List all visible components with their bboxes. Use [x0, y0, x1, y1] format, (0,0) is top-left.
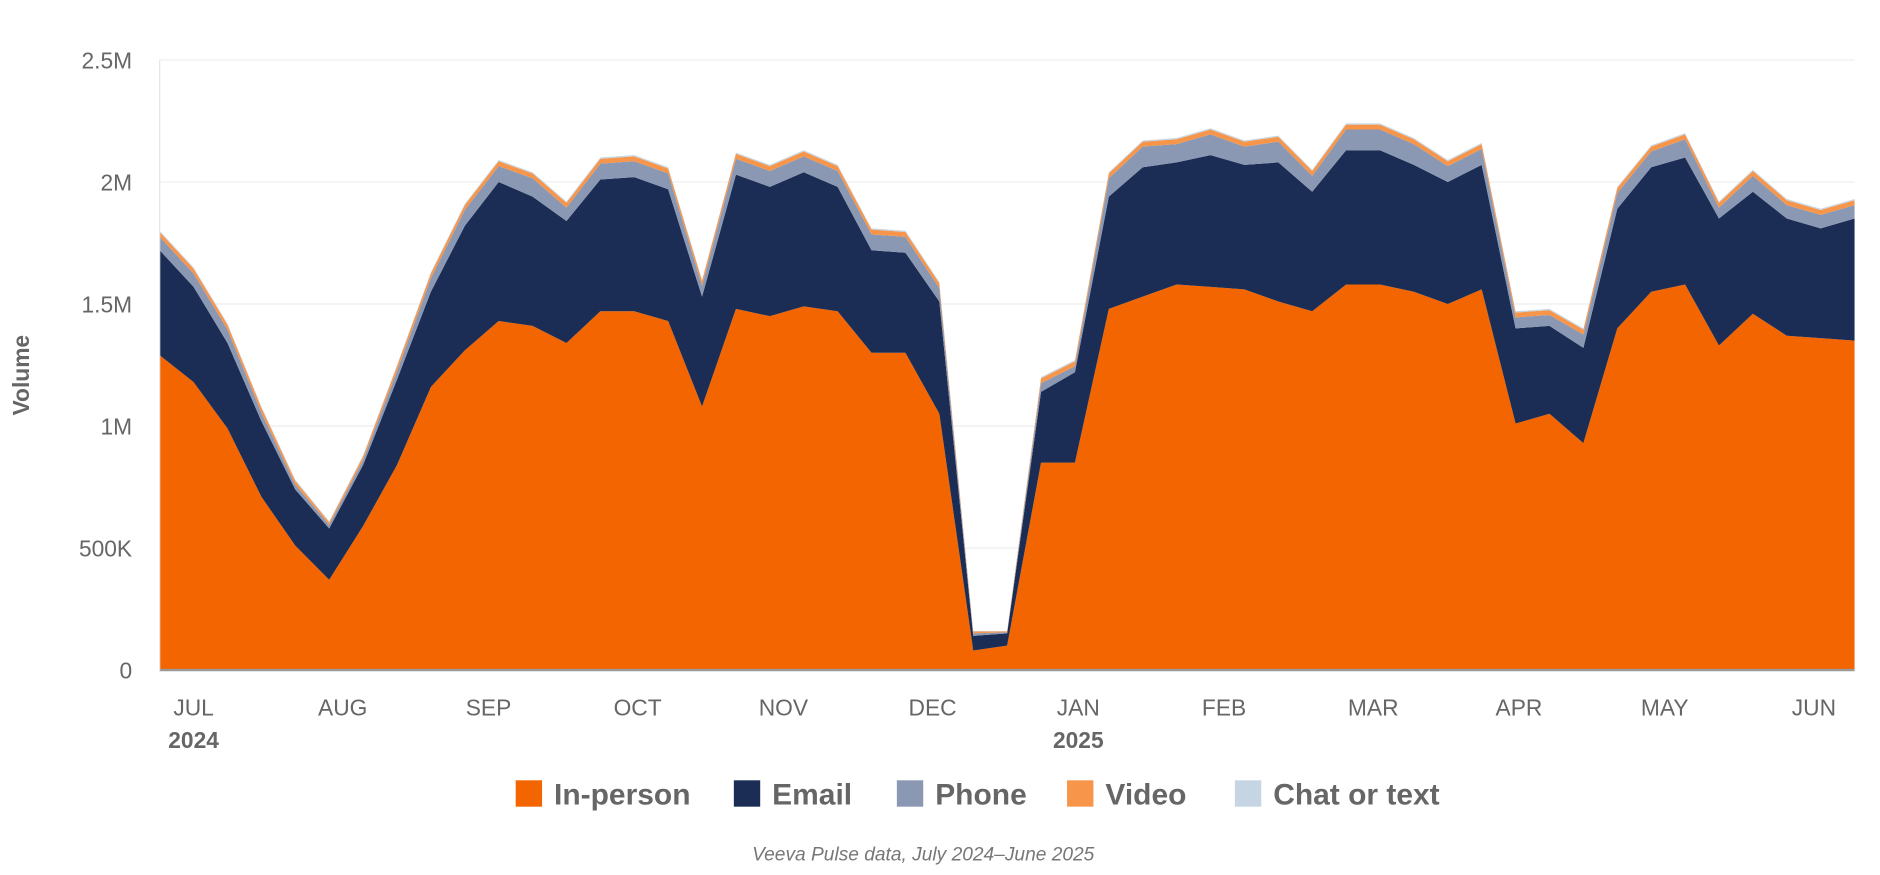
- x-year-label: 2025: [1053, 727, 1104, 753]
- legend-item-in-person[interactable]: In-person: [515, 778, 691, 811]
- y-axis-label: Volume: [8, 335, 34, 416]
- legend-label: In-person: [554, 778, 690, 811]
- legend-item-phone[interactable]: Phone: [896, 778, 1027, 811]
- area-in-person: [159, 284, 1855, 671]
- area-email: [159, 150, 1855, 651]
- x-tick-label: OCT: [614, 695, 662, 721]
- legend: In-person Email Phone Video Chat or text: [515, 778, 1440, 811]
- legend-label: Phone: [935, 778, 1027, 811]
- y-tick-label: 2.5M: [81, 47, 132, 73]
- source-note: Veeva Pulse data, July 2024–June 2025: [752, 845, 1095, 866]
- y-tick-label: 500K: [79, 535, 132, 561]
- x-tick-label: JAN: [1057, 695, 1100, 721]
- legend-swatch: [1067, 780, 1094, 807]
- legend-label: Chat or text: [1273, 778, 1439, 811]
- legend-item-video[interactable]: Video: [1067, 778, 1186, 811]
- legend-label: Email: [772, 778, 852, 811]
- legend-item-chat-or-text[interactable]: Chat or text: [1234, 778, 1440, 811]
- x-tick-labels: JUL 2024 AUG SEP OCT NOV DEC JAN 2025 FEB MAR APR MA…: [168, 695, 1836, 753]
- legend-label: Video: [1105, 778, 1186, 811]
- legend-item-email[interactable]: Email: [733, 778, 852, 811]
- legend-swatch: [1234, 780, 1262, 807]
- x-tick-label: DEC: [909, 695, 957, 721]
- legend-swatch: [896, 780, 924, 807]
- x-tick-label: MAY: [1641, 695, 1689, 721]
- x-tick-label: NOV: [759, 695, 809, 721]
- y-tick-labels: 0 500K 1M 1.5M 2M 2.5M: [79, 47, 132, 683]
- x-tick-label: JUN: [1792, 695, 1836, 721]
- x-tick-label: MAR: [1348, 695, 1399, 721]
- x-tick-label: SEP: [466, 695, 512, 721]
- y-tick-label: 0: [119, 657, 132, 683]
- x-tick-label: JUL: [173, 695, 214, 721]
- legend-swatch: [515, 780, 543, 807]
- x-tick-label: AUG: [318, 695, 367, 721]
- x-tick-label: FEB: [1202, 695, 1246, 721]
- y-tick-label: 1.5M: [81, 291, 132, 317]
- y-tick-label: 2M: [100, 169, 132, 195]
- y-tick-label: 1M: [100, 413, 132, 439]
- area-series: [159, 123, 1855, 671]
- x-year-label: 2024: [168, 727, 219, 753]
- legend-swatch: [733, 780, 761, 807]
- x-tick-label: APR: [1496, 695, 1543, 721]
